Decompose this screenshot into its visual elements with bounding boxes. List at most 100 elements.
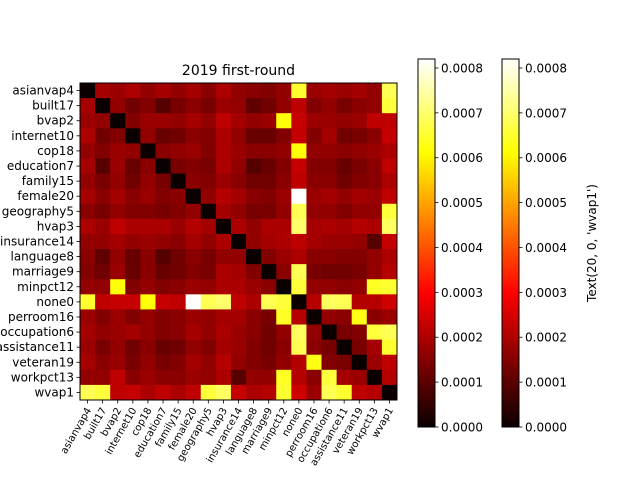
- heatmap-cell: [366, 173, 383, 190]
- heatmap-cell: [95, 203, 111, 220]
- heatmap-cell: [381, 218, 398, 235]
- heatmap-cell: [291, 309, 307, 325]
- heatmap-cell: [381, 339, 398, 356]
- heatmap-cell: [306, 324, 322, 341]
- heatmap-cell: [261, 279, 277, 295]
- y-tick-label: hvap3: [37, 219, 74, 233]
- heatmap-cell: [246, 218, 262, 235]
- heatmap-cell: [381, 203, 398, 220]
- heatmap-cell: [336, 173, 353, 190]
- heatmap-cell: [291, 158, 307, 174]
- heatmap-cell: [170, 158, 187, 174]
- heatmap-cell: [366, 384, 383, 401]
- heatmap-cell: [80, 143, 96, 159]
- heatmap-cell: [170, 354, 187, 371]
- heatmap-cell: [246, 233, 262, 250]
- heatmap-cell: [170, 143, 187, 159]
- heatmap-cell: [351, 279, 368, 295]
- heatmap-cell: [230, 98, 247, 114]
- colorbar-tick-label: 0.0004: [525, 241, 567, 255]
- heatmap-cell: [215, 339, 232, 356]
- heatmap-cell: [230, 249, 247, 265]
- heatmap-cell: [185, 384, 202, 401]
- heatmap-cell: [366, 113, 383, 129]
- heatmap-cell: [351, 324, 368, 341]
- heatmap-cell: [125, 233, 141, 250]
- heatmap-cell: [366, 128, 383, 144]
- heatmap-cell: [155, 279, 171, 295]
- heatmap-cell: [230, 143, 247, 159]
- heatmap-cell: [95, 279, 111, 295]
- colorbar-tick-label: 0.0003: [525, 286, 567, 300]
- heatmap-cell: [321, 173, 338, 190]
- heatmap-cell: [95, 113, 111, 129]
- heatmap-cell: [261, 249, 277, 265]
- heatmap-cell: [366, 324, 383, 341]
- heatmap-cell: [306, 354, 322, 371]
- heatmap-cell: [321, 264, 338, 280]
- heatmap-cell: [110, 98, 126, 114]
- colorbar-tick-label: 0.0006: [525, 151, 567, 165]
- heatmap-cell: [125, 188, 141, 205]
- heatmap-cell: [155, 354, 171, 371]
- heatmap-cell: [170, 188, 187, 205]
- colorbar-tick-label: 0.0005: [525, 196, 567, 210]
- heatmap-cell: [306, 188, 322, 205]
- y-tick-label: assistance11: [0, 340, 74, 354]
- y-tick-label: internet10: [11, 129, 74, 143]
- heatmap-cell: [321, 158, 338, 174]
- heatmap-cell: [110, 113, 126, 129]
- heatmap-cells: [80, 83, 398, 401]
- heatmap-cell: [110, 264, 126, 280]
- heatmap-cell: [95, 354, 111, 371]
- heatmap-cell: [110, 354, 126, 371]
- heatmap-cell: [321, 128, 338, 144]
- heatmap-cell: [230, 339, 247, 356]
- heatmap-cell: [230, 158, 247, 174]
- heatmap-cell: [321, 294, 338, 310]
- heatmap-cell: [125, 264, 141, 280]
- heatmap-cell: [185, 264, 202, 280]
- heatmap-cell: [80, 249, 96, 265]
- colorbar-tick-label: 0.0000: [441, 421, 483, 435]
- heatmap-cell: [336, 264, 353, 280]
- y-tick-label: veteran19: [12, 355, 74, 369]
- heatmap-cell: [336, 98, 353, 114]
- heatmap-cell: [351, 354, 368, 371]
- heatmap-cell: [185, 249, 202, 265]
- heatmap-cell: [276, 324, 292, 341]
- colorbar-1-gradient: [417, 58, 436, 428]
- heatmap-cell: [200, 279, 217, 295]
- heatmap-cell: [140, 279, 156, 295]
- heatmap-cell: [95, 384, 111, 401]
- heatmap-cell: [155, 384, 171, 401]
- heatmap-cell: [95, 98, 111, 114]
- heatmap-cell: [140, 309, 156, 325]
- heatmap-cell: [155, 324, 171, 341]
- heatmap-cell: [306, 233, 322, 250]
- heatmap-cell: [321, 218, 338, 235]
- heatmap-cell: [110, 324, 126, 341]
- heatmap-cell: [366, 143, 383, 159]
- heatmap-cell: [261, 369, 277, 386]
- heatmap-cell: [170, 279, 187, 295]
- heatmap-cell: [351, 384, 368, 401]
- heatmap-cell: [246, 158, 262, 174]
- heatmap-cell: [276, 309, 292, 325]
- heatmap-cell: [215, 218, 232, 235]
- heatmap-cell: [321, 324, 338, 341]
- heatmap-cell: [110, 218, 126, 235]
- colorbar-tick-label: 0.0006: [441, 151, 483, 165]
- heatmap-cell: [185, 173, 202, 190]
- heatmap-cell: [200, 354, 217, 371]
- heatmap-cell: [200, 309, 217, 325]
- heatmap-cell: [246, 384, 262, 401]
- heatmap-cell: [140, 384, 156, 401]
- heatmap-cell: [80, 264, 96, 280]
- heatmap-cell: [110, 279, 126, 295]
- heatmap-cell: [276, 279, 292, 295]
- heatmap-cell: [261, 143, 277, 159]
- heatmap-cell: [170, 324, 187, 341]
- heatmap-cell: [246, 203, 262, 220]
- heatmap-cell: [230, 218, 247, 235]
